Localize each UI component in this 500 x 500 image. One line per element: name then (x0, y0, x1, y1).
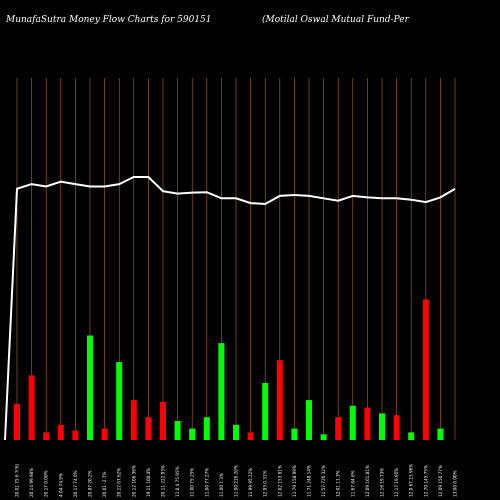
x-tick-label: 12.09 161.81% (365, 465, 370, 497)
x-tick-label: 12.02 153.91% (277, 465, 282, 497)
money-flow-bar (160, 402, 166, 440)
chart-title-right: (Motilal Oswal Mutual Fund-Per (262, 14, 410, 25)
x-tick-label: 13.00 0.00% (453, 470, 458, 497)
x-tick-label: 12.16 19.73% (380, 468, 385, 497)
money-flow-bar (43, 432, 50, 440)
money-flow-bar (14, 403, 20, 440)
money-flow-bar (349, 405, 356, 440)
money-flow-bar (101, 428, 108, 440)
x-tick-label: 20.17 0.00% (44, 470, 49, 497)
x-tick-label: 11.00 75.25% (190, 468, 195, 497)
money-flow-bar (364, 407, 371, 440)
money-flow-bar (335, 417, 342, 440)
x-tick-label: 20.12 67.62% (117, 468, 122, 497)
money-flow-bar (72, 430, 79, 440)
x-tick-label: 12.70 145.75% (423, 465, 428, 497)
money-flow-bar (422, 299, 429, 440)
money-flow-bar (28, 375, 35, 440)
money-flow-bar (203, 417, 210, 440)
x-tick-label: 20.01 75.6 ?(%) (15, 463, 20, 497)
x-tick-label: 11.57 726.32% (321, 465, 326, 497)
money-flow-bar (189, 428, 196, 440)
money-flow-bar (379, 413, 385, 440)
money-flow-bar (247, 432, 254, 440)
x-tick-label: 11.67 84.6% (350, 470, 355, 497)
money-flow-bar (116, 362, 123, 440)
x-tick-label: 4.04 74.9% (58, 473, 63, 497)
chart-title: MunafaSutra Money Flow Charts for 590151 (5, 15, 212, 25)
x-tick-label: 20.11 222.93% (161, 465, 166, 497)
x-tick-label: 11.00 216.20% (234, 465, 239, 497)
vertical-gridlines (16, 78, 456, 440)
money-flow-bar (130, 400, 137, 440)
money-flow-bar (291, 428, 298, 440)
x-tick-label: 20.87 20.2% (88, 470, 93, 497)
money-flow-bar (174, 421, 181, 440)
money-flow-bar (218, 343, 225, 440)
x-tick-label: 20.12 106.36% (131, 465, 136, 497)
x-tick-label: 11.0 4 75.95% (175, 466, 180, 497)
x-tick-label: 11.99 95.22% (248, 468, 253, 497)
money-flow-bar (276, 360, 283, 440)
x-tick-label: 12.09 150.77% (438, 465, 443, 497)
x-tick-label: 12.01 11.3% (336, 470, 341, 497)
money-flow-bar (437, 428, 444, 440)
x-tick-label: 11.71 248.14% (307, 465, 312, 497)
x-tick-label: 20.01 -2.7% (102, 472, 107, 497)
x-tick-label: 19.11 100.4% (146, 468, 151, 497)
money-flow-bar (408, 432, 415, 440)
x-tick-label: 11.00 77.27% (204, 468, 209, 497)
price-line-path (4, 176, 456, 441)
x-axis-tick-labels: 20.01 75.6 ?(%) 20.14 99.98% 20.17 0.00% 4.… (15, 463, 458, 497)
x-tick-label: 20.14 99.98% (29, 468, 34, 497)
money-flow-bars (14, 299, 444, 440)
money-flow-bar (393, 415, 400, 440)
money-flow-bar (306, 400, 312, 440)
money-flow-bar (233, 424, 239, 440)
money-flow-bar (320, 434, 327, 440)
x-tick-label: 11.00 7.3% (219, 473, 224, 497)
price-line (4, 176, 456, 441)
money-flow-bar (87, 335, 93, 440)
x-tick-label: 12.0 67.15.96% (409, 464, 414, 497)
x-tick-label: 12.93 0.31% (263, 470, 268, 497)
x-tick-label: 12.17 19.95% (394, 468, 399, 497)
money-flow-bar (145, 417, 152, 440)
x-tick-label: 11.79 158.99% (292, 465, 297, 497)
money-flow-bar (262, 383, 269, 440)
money-flow-bar (57, 424, 64, 440)
x-tick-label: 20.17 74.0% (73, 470, 78, 497)
